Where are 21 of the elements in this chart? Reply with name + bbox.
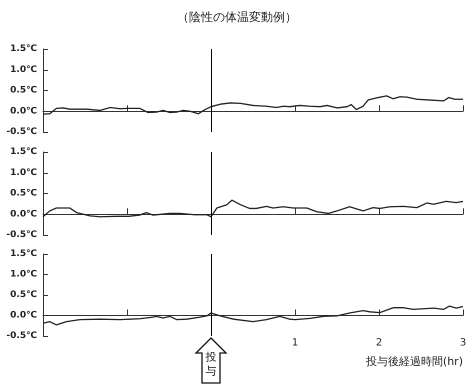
y-tick-label: 0.5℃ — [10, 188, 38, 198]
y-tick-label: 0.5℃ — [10, 86, 38, 96]
ref-line-label: 投与 — [204, 350, 216, 378]
chart-title: （陰性の体温変動例） — [177, 10, 297, 24]
y-tick-label: -0.5℃ — [6, 331, 38, 341]
x-tick-label: 1 — [292, 338, 298, 348]
y-tick-label: -0.5℃ — [6, 230, 38, 240]
y-tick-label: 0.0℃ — [10, 106, 38, 116]
y-tick-label: 1.0℃ — [10, 270, 38, 280]
y-tick-label: 1.0℃ — [10, 168, 38, 178]
y-tick-label: 1.0℃ — [10, 64, 38, 75]
y-tick-label: 1.5℃ — [10, 249, 38, 259]
x-axis-title: 投与後経過時間(hr) — [364, 355, 463, 368]
x-tick-label: 3 — [460, 338, 466, 348]
y-tick-label: 1.5℃ — [10, 147, 38, 157]
y-tick-label: 0.0℃ — [10, 310, 38, 320]
x-tick-label: 2 — [376, 338, 382, 348]
y-tick-label: 1.5℃ — [10, 44, 38, 54]
y-tick-label: 0.5℃ — [10, 290, 38, 300]
y-tick-label: 0.0℃ — [10, 209, 38, 220]
y-tick-label: -0.5℃ — [6, 127, 38, 137]
